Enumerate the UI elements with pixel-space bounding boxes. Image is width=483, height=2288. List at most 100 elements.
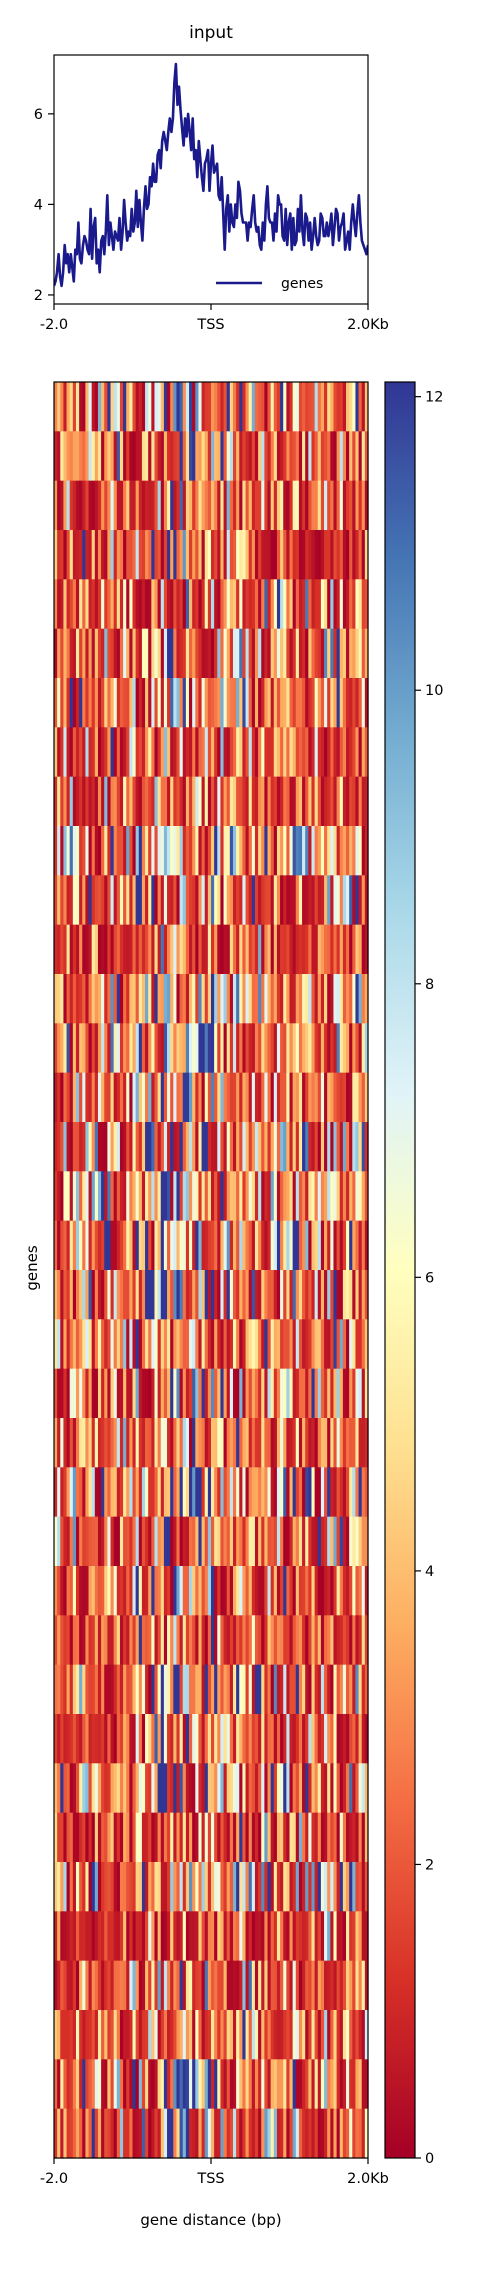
heatmap-cell: [60, 1566, 65, 1616]
heatmap-cell: [72, 1862, 77, 1912]
heatmap-cell: [320, 1122, 325, 1172]
heatmap-cell: [336, 1566, 341, 1616]
heatmap-cell: [154, 1516, 159, 1567]
heatmap-cell: [91, 2010, 96, 2060]
heatmap-cell: [211, 628, 215, 679]
heatmap-cell: [79, 826, 83, 876]
heatmap-cell: [119, 1368, 124, 1419]
heatmap-cell: [126, 2010, 130, 2060]
heatmap-cell: [60, 1911, 65, 1962]
heatmap-cell: [198, 826, 203, 876]
heatmap-cell: [336, 1122, 341, 1172]
heatmap-cell: [327, 1368, 331, 1419]
heatmap-cell: [324, 579, 328, 630]
heatmap-cell: [110, 1862, 115, 1912]
heatmap-cell: [85, 826, 90, 876]
heatmap-cell: [91, 1763, 96, 1814]
heatmap-cell: [342, 1862, 347, 1912]
heatmap-cell: [91, 628, 96, 679]
heatmap-cell: [258, 480, 262, 531]
heatmap-cell: [226, 431, 231, 482]
heatmap-cell: [352, 1418, 357, 1468]
heatmap-cell: [60, 1418, 65, 1468]
heatmap-cell: [270, 1960, 275, 2011]
heatmap-cell: [333, 974, 338, 1024]
heatmap-cell: [154, 2059, 159, 2110]
heatmap-cell: [163, 1023, 168, 1074]
heatmap-cell: [94, 1023, 99, 1074]
heatmap-cell: [75, 1122, 80, 1172]
heatmap-cell: [88, 382, 93, 432]
heatmap-cell: [101, 1566, 105, 1616]
heatmap-cell: [163, 2059, 168, 2110]
heatmap-cell: [273, 678, 278, 728]
heatmap-cell: [110, 431, 115, 482]
heatmap-cell: [302, 530, 306, 580]
heatmap-cell: [157, 1418, 162, 1468]
heatmap-cell: [176, 1122, 181, 1172]
heatmap-cell: [82, 1566, 86, 1616]
heatmap-cell: [85, 1319, 90, 1370]
heatmap-cell: [57, 1319, 61, 1370]
heatmap-cell: [270, 2059, 275, 2110]
heatmap-cell: [302, 382, 306, 432]
heatmap-cell: [198, 1862, 203, 1912]
heatmap-cell: [207, 1664, 212, 1715]
heatmap-cell: [308, 924, 313, 975]
heatmap-cell: [302, 727, 306, 778]
heatmap-cell: [138, 1220, 143, 1271]
heatmap-cell: [66, 628, 71, 679]
heatmap-cell: [189, 1122, 193, 1172]
heatmap-cell: [232, 1319, 237, 1370]
heatmap-cell: [138, 431, 143, 482]
heatmap-cell: [214, 480, 218, 531]
heatmap-cell: [66, 1368, 71, 1419]
heatmap-cell: [211, 1368, 215, 1419]
heatmap-cell: [223, 1072, 228, 1123]
heatmap-cell: [110, 826, 115, 876]
heatmap-cell: [75, 1220, 80, 1271]
heatmap-cell: [261, 1220, 265, 1271]
heatmap-cell: [82, 1911, 86, 1962]
heatmap-cell: [339, 678, 344, 728]
heatmap-cell: [229, 2108, 234, 2159]
heatmap-cell: [239, 1615, 243, 1666]
heatmap-cell: [101, 1220, 105, 1271]
heatmap-cell: [276, 776, 281, 827]
heatmap-cell: [276, 1763, 281, 1814]
heatmap-cell: [311, 1714, 316, 1764]
heatmap-cell: [289, 579, 294, 630]
heatmap-cell: [148, 431, 152, 482]
heatmap-cell: [157, 826, 162, 876]
heatmap-cell: [242, 678, 247, 728]
heatmap-cell: [314, 1960, 319, 2011]
heatmap-cell: [123, 1023, 127, 1074]
heatmap-cell: [167, 776, 171, 827]
heatmap-cell: [248, 628, 253, 679]
heatmap-cell: [254, 1862, 259, 1912]
heatmap-cell: [214, 1072, 218, 1123]
heatmap-cell: [79, 1467, 83, 1518]
heatmap-cell: [248, 1418, 253, 1468]
heatmap-cell: [214, 1862, 218, 1912]
heatmap-cell: [346, 382, 350, 432]
heatmap-cell: [324, 1516, 328, 1567]
heatmap-cell: [72, 579, 77, 630]
heatmap-cell: [151, 1862, 156, 1912]
heatmap-cell: [333, 1862, 338, 1912]
heatmap-cell: [305, 579, 309, 630]
heatmap-cell: [214, 1220, 218, 1271]
heatmap-cell: [170, 579, 174, 630]
heatmap-cell: [82, 530, 86, 580]
heatmap-cell: [173, 1615, 178, 1666]
heatmap-cell: [298, 826, 303, 876]
heatmap-cell: [223, 1122, 228, 1172]
heatmap-cell: [91, 1615, 96, 1666]
heatmap-cell: [176, 1368, 181, 1419]
heatmap-cell: [229, 1664, 234, 1715]
heatmap-cell: [85, 382, 90, 432]
heatmap-cell: [302, 1960, 306, 2011]
heatmap-cell: [314, 1763, 319, 1814]
heatmap-cell: [173, 431, 178, 482]
heatmap-cell: [352, 382, 357, 432]
